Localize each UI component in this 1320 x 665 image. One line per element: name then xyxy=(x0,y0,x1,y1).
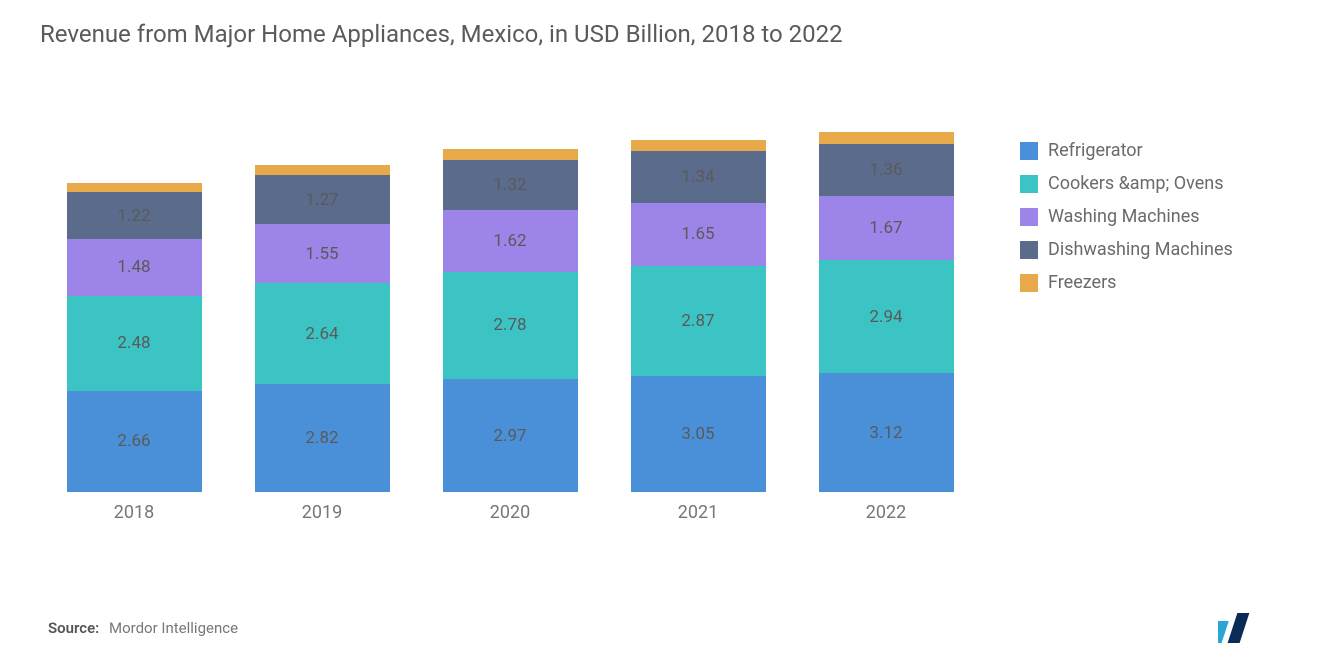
x-axis-label: 2018 xyxy=(67,492,202,523)
legend-item: Cookers &amp; Ovens xyxy=(1020,173,1233,194)
bar-segment-value: 2.66 xyxy=(117,431,150,451)
legend-item: Refrigerator xyxy=(1020,140,1233,161)
x-axis-label: 2022 xyxy=(819,492,954,523)
bar-segment-value: 2.82 xyxy=(305,428,338,448)
bar-segment: 2.48 xyxy=(67,296,202,391)
bar-segment: 2.78 xyxy=(443,272,578,378)
bar-segment-value: 1.62 xyxy=(493,231,526,251)
bar-segment-value: 1.27 xyxy=(305,190,338,210)
bar-stack: 3.12 2.94 1.67 1.36 xyxy=(819,132,954,492)
bar-segment-value: 1.55 xyxy=(305,244,338,264)
bar-segment: 1.48 xyxy=(67,239,202,296)
bar-segment: 1.32 xyxy=(443,160,578,211)
bar-column: 3.12 2.94 1.67 1.36 xyxy=(819,132,954,492)
bar-segment: 1.65 xyxy=(631,203,766,266)
bar-segment xyxy=(443,149,578,160)
legend-label: Dishwashing Machines xyxy=(1048,239,1233,260)
bar-stack: 2.66 2.48 1.48 1.22 xyxy=(67,183,202,493)
bar-segment: 1.62 xyxy=(443,210,578,272)
bar-segment-value: 1.32 xyxy=(493,175,526,195)
bar-segment-value: 1.22 xyxy=(117,206,150,226)
legend-swatch xyxy=(1020,274,1038,292)
bar-column: 3.05 2.87 1.65 1.34 xyxy=(631,140,766,493)
bar-segment-value: 2.78 xyxy=(493,315,526,335)
legend-swatch xyxy=(1020,241,1038,259)
bar-stack: 2.97 2.78 1.62 1.32 xyxy=(443,149,578,493)
source-label: Source: xyxy=(48,619,99,637)
bar-segment: 2.66 xyxy=(67,391,202,493)
legend-item: Freezers xyxy=(1020,272,1233,293)
bar-segment xyxy=(819,132,954,144)
brand-logo xyxy=(1218,611,1278,643)
source-text: Mordor Intelligence xyxy=(109,619,238,637)
bar-segment-value: 1.34 xyxy=(681,167,714,187)
bar-column: 2.66 2.48 1.48 1.22 xyxy=(67,183,202,493)
bar-segment-value: 2.94 xyxy=(869,307,902,327)
bar-column: 2.97 2.78 1.62 1.32 xyxy=(443,149,578,493)
bar-segment xyxy=(67,183,202,193)
bar-segment: 1.36 xyxy=(819,144,954,196)
bar-segment xyxy=(255,165,390,175)
chart-plot: 2.66 2.48 1.48 1.22 2.82 2.64 1.55 1.27 2.97 2.78… xyxy=(40,110,980,530)
bar-segment: 2.87 xyxy=(631,266,766,376)
bar-stack: 3.05 2.87 1.65 1.34 xyxy=(631,140,766,493)
legend-label: Refrigerator xyxy=(1048,140,1143,161)
bar-segment-value: 2.87 xyxy=(681,311,714,331)
source-attribution: Source: Mordor Intelligence xyxy=(48,619,238,637)
bar-segment: 1.27 xyxy=(255,175,390,224)
bar-segment: 3.05 xyxy=(631,376,766,493)
x-axis-label: 2019 xyxy=(255,492,390,523)
bar-segment: 1.22 xyxy=(67,192,202,239)
bar-segment: 2.97 xyxy=(443,379,578,493)
bar-column: 2.82 2.64 1.55 1.27 xyxy=(255,165,390,492)
bar-segment xyxy=(631,140,766,151)
x-axis-label: 2020 xyxy=(443,492,578,523)
bar-segment-value: 2.64 xyxy=(305,324,338,344)
bar-segment-value: 1.65 xyxy=(681,224,714,244)
bar-segment-value: 3.05 xyxy=(681,424,714,444)
bar-segment: 3.12 xyxy=(819,373,954,492)
bar-segment: 2.64 xyxy=(255,283,390,384)
legend-swatch xyxy=(1020,175,1038,193)
bar-stack: 2.82 2.64 1.55 1.27 xyxy=(255,165,390,492)
bar-segment: 1.34 xyxy=(631,151,766,202)
bar-segment-value: 2.97 xyxy=(493,426,526,446)
legend-label: Cookers &amp; Ovens xyxy=(1048,173,1224,194)
bar-segment: 2.82 xyxy=(255,384,390,492)
bar-segment: 2.94 xyxy=(819,260,954,373)
legend-swatch xyxy=(1020,208,1038,226)
chart-title: Revenue from Major Home Appliances, Mexi… xyxy=(40,18,860,50)
bar-segment: 1.55 xyxy=(255,224,390,283)
bar-segment-value: 2.48 xyxy=(117,333,150,353)
bar-segment-value: 1.36 xyxy=(869,160,902,180)
legend-label: Washing Machines xyxy=(1048,206,1200,227)
legend: Refrigerator Cookers &amp; Ovens Washing M… xyxy=(1020,140,1233,293)
bar-segment: 1.67 xyxy=(819,196,954,260)
x-axis-label: 2021 xyxy=(631,492,766,523)
legend-item: Washing Machines xyxy=(1020,206,1233,227)
bar-segment-value: 1.67 xyxy=(869,218,902,238)
legend-label: Freezers xyxy=(1048,272,1116,293)
bar-segment-value: 3.12 xyxy=(869,423,902,443)
bar-segment-value: 1.48 xyxy=(117,257,150,277)
legend-swatch xyxy=(1020,142,1038,160)
legend-item: Dishwashing Machines xyxy=(1020,239,1233,260)
